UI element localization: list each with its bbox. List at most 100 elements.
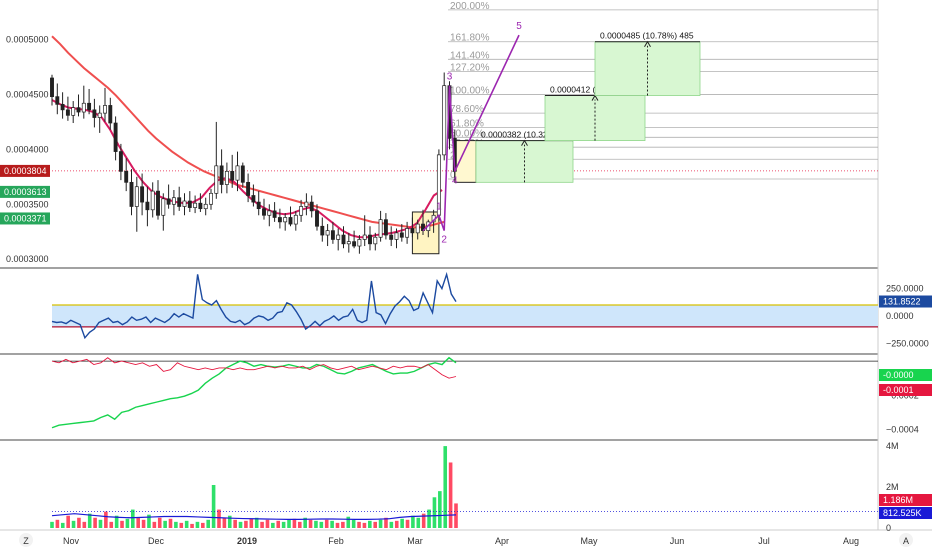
time-tick-label: Jun <box>670 536 685 546</box>
oscillator-value-badge <box>879 369 932 381</box>
volume-tick-label: 4M <box>886 441 899 451</box>
fib-level-label: 100.00% <box>450 85 490 96</box>
candle-body <box>118 151 123 172</box>
target-label: 0.0000485 (10.78%) 485 <box>600 31 694 41</box>
wave-label: 2 <box>441 235 447 246</box>
oscillator-tick-label: −0.0004 <box>886 424 919 434</box>
volume-bar <box>141 519 146 528</box>
target-arrow-head <box>521 139 528 146</box>
candle-body <box>336 234 341 240</box>
candle-body <box>267 210 272 216</box>
volume-bar <box>50 521 54 528</box>
volume-bar <box>233 519 237 528</box>
candle-body <box>230 170 235 181</box>
volume-tick-label: 0 <box>886 523 891 533</box>
oscillator-value-label: -0.0000 <box>883 370 914 380</box>
price-badge-label: 0.0003804 <box>4 166 47 176</box>
volume-bar <box>131 509 135 528</box>
volume-bar <box>432 497 437 528</box>
candle-body <box>145 201 150 211</box>
volume-bar <box>136 517 140 528</box>
volume-bar <box>98 519 103 528</box>
cci-tick-label: 0.0000 <box>886 311 914 321</box>
volume-bar <box>373 521 377 528</box>
price-pane[interactable]: 227.20%200.00%161.80%141.40%127.20%100.0… <box>50 0 878 255</box>
candle-body <box>103 105 107 114</box>
volume-bar <box>260 521 264 528</box>
time-axis[interactable]: Nov Dec 2019 Feb Mar Apr May Jun Jul Aug <box>63 536 859 546</box>
volume-bar <box>443 446 448 528</box>
time-tick-label: Apr <box>495 536 509 546</box>
time-tick-label: Mar <box>407 536 423 546</box>
candle-body <box>320 225 325 236</box>
candle-body <box>251 195 256 203</box>
candle-body <box>60 103 65 111</box>
auto-scale-button[interactable] <box>899 533 913 547</box>
candle-body <box>129 181 134 207</box>
cci-tick-label: 250.0000 <box>886 284 924 294</box>
candle-body <box>442 85 447 156</box>
candle-body <box>394 232 399 240</box>
price-badge-label: 0.0003371 <box>4 213 47 223</box>
candle-body <box>277 217 282 223</box>
candle-body <box>368 234 372 245</box>
candle-body <box>193 202 198 208</box>
candle-body <box>378 219 383 238</box>
volume-bar <box>362 522 367 528</box>
candle-body <box>288 217 293 225</box>
candle-body <box>171 197 176 205</box>
cci-pane[interactable]: 250.0000 0.0000 −250.0000 131.8522 <box>51 271 932 348</box>
volume-bar <box>416 517 421 528</box>
fib-level-label: 127.20% <box>450 62 490 73</box>
candle-body <box>224 170 229 185</box>
volume-bar <box>378 519 383 528</box>
candle-body <box>166 198 171 205</box>
time-tick-label: Jul <box>758 536 770 546</box>
volume-bar <box>319 521 324 528</box>
volume-bar <box>265 519 270 528</box>
candle-body <box>309 201 314 212</box>
candle-body <box>256 201 261 210</box>
candle-body <box>182 200 187 207</box>
time-tick-label: Nov <box>63 536 80 546</box>
candle-body <box>405 228 410 238</box>
oscillator-pane[interactable]: −0.0002−0.0004-0.0000-0.0001 <box>51 356 932 435</box>
candle-body <box>113 122 118 152</box>
candle-body <box>177 197 182 207</box>
volume-bar <box>271 522 275 528</box>
candle-body <box>357 239 362 247</box>
volume-bar <box>87 513 92 528</box>
volume-bar <box>168 518 173 528</box>
volume-bar <box>314 520 318 528</box>
volume-bar <box>244 520 248 528</box>
zoom-button[interactable] <box>19 533 33 547</box>
candle-body <box>124 170 129 183</box>
candle-body <box>315 210 319 227</box>
fib-level-label: 141.40% <box>450 50 490 61</box>
volume-bar <box>157 517 162 528</box>
fib-level-label: 61.80% <box>450 118 484 129</box>
volume-pane[interactable]: 4M 2M 0 1.186M 812.525K <box>50 441 932 533</box>
volume-bar <box>217 509 221 528</box>
target-zone-box <box>544 95 646 141</box>
volume-tick-label: 2M <box>886 482 899 492</box>
volume-bar <box>222 517 227 528</box>
candle-body <box>81 102 86 113</box>
price-tick-label: 0.0003500 <box>6 199 49 209</box>
price-tick-label: 0.0004500 <box>6 89 49 99</box>
volume-bar <box>448 462 453 528</box>
candle-body <box>362 234 367 240</box>
volume-bar <box>346 516 351 528</box>
volume-bar <box>287 519 291 528</box>
target-arrow-head <box>644 40 651 47</box>
time-tick-label: Dec <box>148 536 165 546</box>
volume-value-label: 812.525K <box>883 508 922 518</box>
candle-body <box>55 96 60 105</box>
volume-bar <box>104 511 108 528</box>
oscillator-series-line <box>51 357 457 379</box>
price-badge-label: 0.0003613 <box>4 187 47 197</box>
volume-bar <box>147 514 151 528</box>
volume-bar <box>174 521 178 528</box>
fib-level-label: 50.00% <box>450 128 484 139</box>
